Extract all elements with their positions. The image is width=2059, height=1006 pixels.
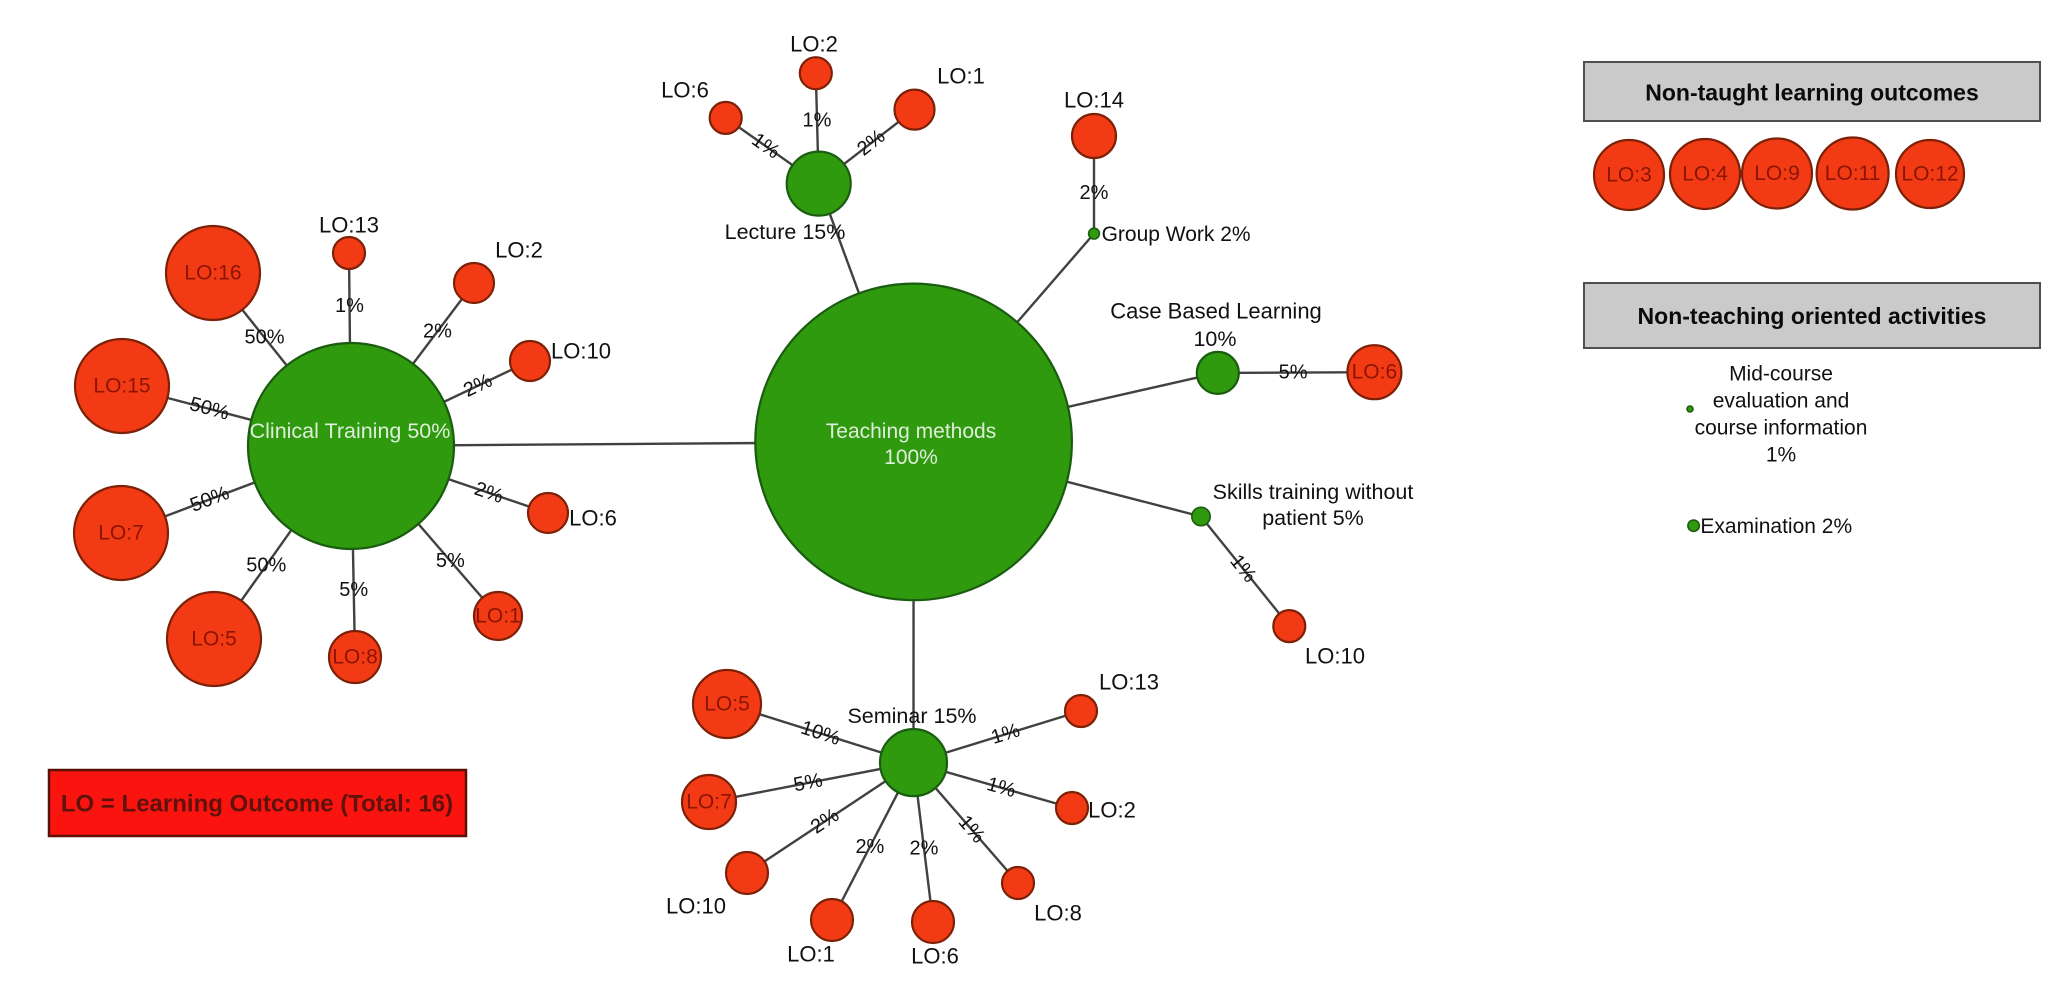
- svg-text:Non-taught learning outcomes: Non-taught learning outcomes: [1645, 80, 1979, 106]
- svg-text:2%: 2%: [910, 838, 939, 860]
- svg-text:Teaching methods: Teaching methods: [826, 420, 996, 443]
- svg-text:LO:8: LO:8: [332, 646, 378, 669]
- svg-text:2%: 2%: [855, 836, 884, 858]
- svg-text:LO:1: LO:1: [937, 64, 985, 89]
- svg-text:LO:10: LO:10: [551, 339, 611, 364]
- svg-text:LO:7: LO:7: [686, 791, 732, 814]
- svg-text:LO:14: LO:14: [1064, 88, 1124, 113]
- svg-text:LO:10: LO:10: [1305, 644, 1365, 669]
- svg-text:Case Based Learning: Case Based Learning: [1110, 299, 1322, 324]
- svg-text:LO:7: LO:7: [98, 522, 144, 545]
- svg-text:LO:5: LO:5: [191, 628, 237, 651]
- svg-text:LO:8: LO:8: [1034, 901, 1082, 926]
- svg-text:Mid-course: Mid-course: [1729, 363, 1833, 386]
- svg-text:Lecture 15%: Lecture 15%: [725, 220, 846, 244]
- svg-text:LO:5: LO:5: [704, 693, 750, 716]
- svg-text:evaluation and: evaluation and: [1713, 390, 1850, 413]
- svg-text:Clinical Training 50%: Clinical Training 50%: [250, 419, 451, 443]
- svg-text:5%: 5%: [436, 550, 465, 572]
- svg-text:LO:2: LO:2: [790, 32, 838, 57]
- svg-text:LO:16: LO:16: [184, 262, 241, 285]
- svg-text:5%: 5%: [339, 579, 368, 601]
- svg-text:1%: 1%: [1766, 444, 1796, 467]
- svg-text:50%: 50%: [246, 554, 286, 576]
- svg-text:Non-teaching oriented activiti: Non-teaching oriented activities: [1638, 303, 1987, 329]
- svg-text:LO:13: LO:13: [1099, 670, 1159, 695]
- svg-text:LO:13: LO:13: [319, 213, 379, 238]
- svg-text:LO:11: LO:11: [1825, 162, 1881, 185]
- svg-text:1%: 1%: [335, 295, 364, 317]
- svg-text:LO:6: LO:6: [661, 78, 709, 103]
- svg-text:1%: 1%: [803, 109, 832, 131]
- svg-text:100%: 100%: [884, 446, 938, 469]
- svg-text:Seminar 15%: Seminar 15%: [847, 704, 976, 728]
- svg-text:Skills training without: Skills training without: [1213, 480, 1414, 504]
- svg-text:LO:2: LO:2: [1088, 798, 1136, 823]
- svg-text:Examination 2%: Examination 2%: [1700, 515, 1852, 538]
- svg-text:LO:10: LO:10: [666, 894, 726, 919]
- svg-text:5%: 5%: [1279, 362, 1308, 384]
- svg-text:course information: course information: [1695, 417, 1868, 440]
- svg-text:LO = Learning Outcome (Total:: LO = Learning Outcome (Total: 16): [61, 791, 453, 818]
- svg-text:LO:1: LO:1: [787, 942, 835, 967]
- svg-text:50%: 50%: [244, 327, 284, 349]
- svg-text:LO:3: LO:3: [1606, 164, 1652, 187]
- svg-text:LO:6: LO:6: [569, 506, 617, 531]
- svg-text:LO:6: LO:6: [1352, 361, 1398, 384]
- svg-text:patient 5%: patient 5%: [1262, 506, 1364, 530]
- svg-text:LO:1: LO:1: [475, 605, 521, 628]
- svg-text:Group Work 2%: Group Work 2%: [1102, 223, 1251, 246]
- svg-text:2%: 2%: [1080, 182, 1109, 204]
- svg-text:LO:4: LO:4: [1682, 163, 1728, 186]
- svg-text:LO:6: LO:6: [911, 944, 959, 969]
- svg-text:2%: 2%: [423, 320, 452, 342]
- svg-text:LO:15: LO:15: [93, 375, 150, 398]
- svg-text:LO:9: LO:9: [1754, 162, 1800, 185]
- svg-text:LO:12: LO:12: [1901, 163, 1958, 186]
- svg-text:10%: 10%: [1193, 327, 1236, 351]
- svg-text:LO:2: LO:2: [495, 238, 543, 263]
